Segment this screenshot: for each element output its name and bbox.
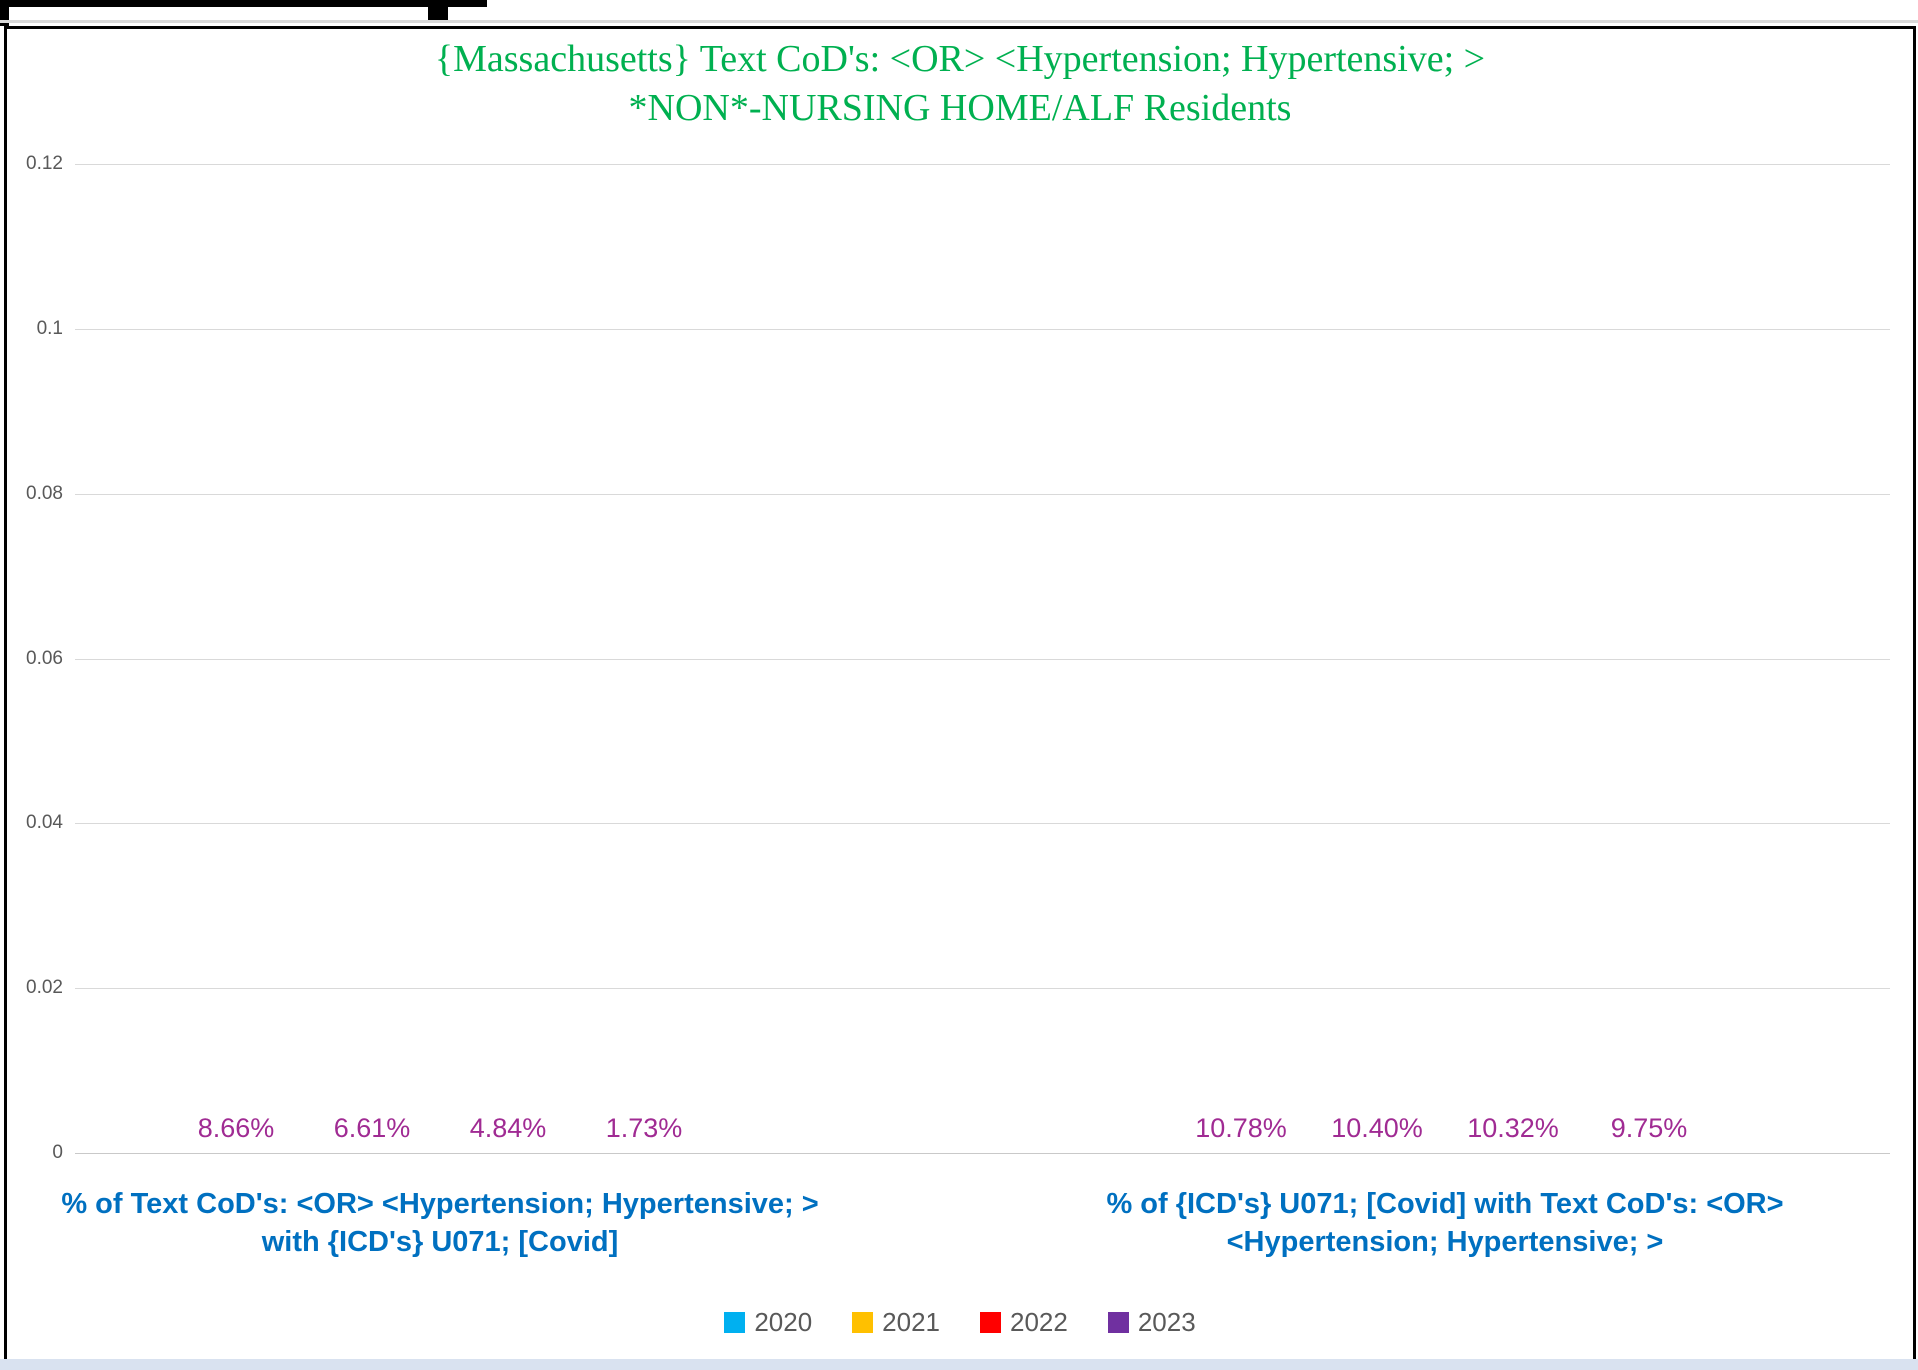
bar-data-label: 10.40% (1331, 1113, 1423, 1143)
gridline (75, 493, 1890, 495)
legend-label: 2023 (1137, 1307, 1196, 1337)
y-axis-tick-label: 0.12 (26, 153, 63, 174)
chart-title-line-1: {Massachusetts} Text CoD's: <OR> <Hypert… (434, 38, 1486, 80)
bar-data-label: 4.84% (469, 1113, 547, 1143)
legend-label: 2020 (754, 1307, 813, 1337)
legend-swatch-icon (852, 1312, 874, 1333)
bar-data-label: 6.61% (333, 1113, 411, 1143)
plot-area: 8.66% 6.61% 4.84% 1.73% 10.78% 10.40% 10.32% 9… (75, 164, 1890, 1154)
y-axis-labels: 0.12 0.1 0.08 0.06 0.04 0.02 0 (7, 153, 63, 1163)
legend-item-2022[interactable]: 2022 (980, 1307, 1068, 1338)
gridline (75, 1153, 1890, 1154)
bar-data-label: 10.32% (1467, 1113, 1559, 1143)
y-axis-tick-label: 0 (52, 1142, 63, 1163)
legend-label: 2022 (1010, 1307, 1068, 1337)
legend-item-2020[interactable]: 2020 (724, 1307, 812, 1338)
legend-label: 2021 (882, 1307, 940, 1337)
category-label-1: % of Text CoD's: <OR> <Hypertension; Hyp… (61, 1188, 819, 1258)
bar-data-label: 8.66% (197, 1113, 275, 1143)
chart-title: {Massachusetts} Text CoD's: <OR> <Hypert… (7, 35, 1913, 133)
chart-sizing-handle[interactable] (428, 0, 448, 20)
legend-swatch-icon (980, 1312, 1001, 1333)
y-axis-tick-label: 0.04 (26, 812, 63, 834)
bar-data-label: 10.78% (1195, 1113, 1287, 1143)
bar-data-label: 1.73% (605, 1113, 683, 1143)
y-axis-tick-label: 0.08 (26, 482, 63, 504)
gridline (75, 328, 1890, 330)
adjacent-chart-bottom-edge (0, 0, 487, 7)
y-axis-tick-label: 0.06 (26, 647, 63, 669)
legend: 2020 2021 2022 2023 (7, 1307, 1913, 1338)
gridline (75, 988, 1890, 990)
gridline (75, 164, 1890, 165)
legend-swatch-icon (724, 1312, 746, 1333)
gridline-strip (0, 20, 1918, 23)
chart-title-line-2: *NON*-NURSING HOME/ALF Residents (628, 87, 1292, 129)
adjacent-chart-left-edge (0, 7, 9, 26)
bar-data-label: 9.75% (1610, 1113, 1688, 1143)
y-axis-tick-label: 0.1 (36, 317, 63, 339)
category-label-2: % of {ICD's} U071; [Covid] with Text CoD… (1106, 1188, 1784, 1258)
legend-item-2023[interactable]: 2023 (1107, 1307, 1196, 1338)
gridline (75, 823, 1890, 825)
y-axis-tick-label: 0.02 (26, 977, 63, 999)
legend-item-2021[interactable]: 2021 (852, 1307, 940, 1338)
chart-frame[interactable]: {Massachusetts} Text CoD's: <OR> <Hypert… (4, 26, 1916, 1362)
gridline (75, 658, 1890, 660)
bottom-strip (0, 1359, 1918, 1370)
legend-swatch-icon (1107, 1312, 1129, 1333)
